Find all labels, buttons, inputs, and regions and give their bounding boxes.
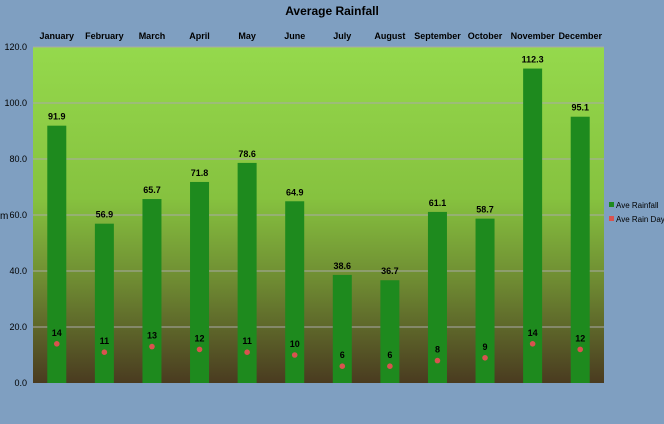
rain-day-point [53,341,60,347]
x-category-label: May [238,31,256,41]
rainfall-value-label: 91.9 [48,112,66,122]
x-category-label: February [85,31,124,41]
rainfall-value-label: 71.8 [191,168,209,178]
y-tick-label: 20.0 [9,322,27,332]
rainfall-value-label: 61.1 [429,198,447,208]
legend: Ave Rainfall Ave Rain Day [609,201,664,224]
y-tick-label: 100.0 [4,98,27,108]
legend-swatch [609,202,614,207]
x-category-label: August [374,31,405,41]
rain-day-point [101,349,108,356]
rain-day-point [434,357,441,364]
rainfall-value-label: 95.1 [571,103,589,113]
y-tick-label: 120.0 [4,42,27,52]
x-category-label: January [40,31,75,41]
rain-day-point [339,363,346,370]
y-tick-label: 80.0 [9,154,27,164]
rainfall-bar [190,181,210,383]
rainfall-value-label: 112.3 [522,55,544,65]
rain-day-value-label: 6 [387,350,392,360]
y-tick-label: 60.0 [9,210,27,220]
rainfall-value-label: 38.6 [334,261,352,271]
rain-day-point [149,343,155,350]
rainfall-bar [332,274,352,383]
rainfall-bar [427,211,447,383]
rain-day-value-label: 12 [195,333,205,343]
y-axis-label: m [0,211,8,222]
rain-day-value-label: 10 [290,339,300,349]
rainfall-bar [47,125,67,384]
rain-day-point [577,346,584,353]
rain-day-point [291,352,298,358]
rainfall-bar [94,223,114,383]
rain-day-point [196,346,203,353]
x-category-label: September [414,31,461,41]
legend-label: Ave Rain Day [616,215,664,224]
rain-day-value-label: 8 [435,345,440,355]
rain-day-value-label: 14 [528,328,538,338]
x-category-label: July [333,31,351,41]
rainfall-value-label: 58.7 [476,205,494,215]
rainfall-bar [285,201,305,383]
rain-day-value-label: 13 [147,331,157,341]
rainfall-value-label: 36.7 [381,266,399,276]
rain-day-point [482,355,488,361]
rainfall-bar [237,162,257,383]
rainfall-value-label: 65.7 [143,185,161,195]
rain-day-value-label: 14 [52,328,62,338]
rain-day-value-label: 6 [340,350,345,360]
rain-day-point [387,363,393,370]
legend-swatch [609,216,614,221]
rain-day-point [529,341,536,347]
rain-day-value-label: 11 [100,336,110,346]
rainfall-bar [475,218,495,383]
rainfall-value-label: 64.9 [286,187,304,197]
rain-day-value-label: 11 [242,336,252,346]
x-category-label: October [468,31,503,41]
rain-day-value-label: 9 [483,342,488,352]
rainfall-value-label: 78.6 [238,149,256,159]
x-category-label: April [189,31,210,41]
rain-day-point [244,349,250,356]
x-category-label: March [139,31,166,41]
rainfall-bar [523,68,543,383]
y-tick-label: 0.0 [14,378,27,388]
rainfall-bar [380,280,400,383]
x-category-label: November [511,31,556,41]
x-category-label: June [284,31,305,41]
x-category-label: December [558,31,602,41]
y-tick-label: 40.0 [9,266,27,276]
legend-label: Ave Rainfall [616,201,659,210]
rainfall-bar [570,116,590,383]
rain-day-value-label: 12 [575,333,585,343]
rainfall-value-label: 56.9 [96,210,114,220]
chart-title: Average Rainfall [285,4,379,18]
rainfall-bar [142,199,162,383]
